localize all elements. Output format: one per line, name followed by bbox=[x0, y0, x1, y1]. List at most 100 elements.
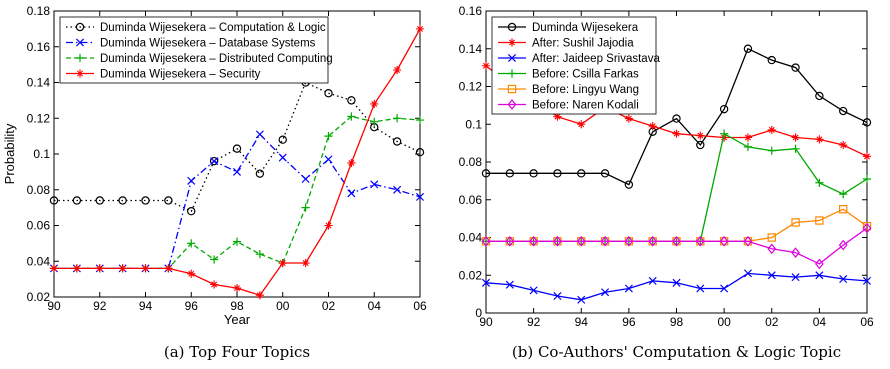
x-tick-label: 06 bbox=[413, 299, 427, 313]
data-point bbox=[838, 239, 848, 251]
y-tick-label: 0 bbox=[475, 306, 482, 320]
data-point bbox=[301, 203, 310, 212]
data-point bbox=[210, 280, 219, 289]
data-point bbox=[278, 135, 287, 144]
series-line bbox=[54, 81, 421, 213]
caption: (b) Co-Authors' Computation & Logic Topi… bbox=[512, 343, 841, 361]
x-axis-label: Year bbox=[224, 312, 251, 327]
data-point bbox=[767, 146, 776, 155]
data-point bbox=[696, 140, 705, 150]
data-point bbox=[743, 269, 752, 278]
data-point bbox=[839, 189, 848, 199]
legend-marker bbox=[507, 38, 517, 47]
data-point bbox=[672, 129, 681, 138]
data-point bbox=[719, 235, 729, 247]
data-point bbox=[210, 255, 219, 264]
data-point bbox=[392, 137, 402, 146]
data-point bbox=[49, 264, 59, 273]
data-point bbox=[324, 132, 333, 141]
legend-marker bbox=[507, 69, 517, 78]
x-tick-label: 92 bbox=[527, 315, 541, 329]
data-point bbox=[696, 131, 705, 140]
y-tick-label: 0.14 bbox=[27, 76, 51, 90]
data-point bbox=[815, 135, 824, 144]
data-point bbox=[481, 169, 491, 178]
data-point bbox=[118, 264, 127, 273]
data-point bbox=[505, 280, 514, 289]
data-point bbox=[393, 185, 402, 194]
data-point bbox=[791, 133, 800, 142]
x-tick-label: 90 bbox=[47, 299, 61, 313]
data-point bbox=[577, 120, 586, 129]
data-point bbox=[481, 61, 491, 70]
data-point bbox=[743, 44, 753, 53]
data-point bbox=[624, 114, 633, 123]
data-point bbox=[648, 235, 658, 247]
data-point bbox=[393, 65, 402, 75]
x-tick-label: 98 bbox=[670, 315, 684, 329]
legend-marker bbox=[75, 22, 85, 32]
data-point bbox=[791, 247, 800, 258]
data-point bbox=[210, 157, 219, 166]
data-point bbox=[838, 106, 848, 116]
data-point bbox=[529, 169, 538, 178]
data-point bbox=[232, 144, 242, 153]
data-point bbox=[862, 222, 872, 234]
legend-marker bbox=[75, 53, 85, 63]
data-point bbox=[672, 235, 681, 247]
data-point bbox=[529, 235, 539, 247]
data-point bbox=[370, 99, 379, 109]
data-point bbox=[505, 169, 515, 178]
legend-label: Before: Naren Kodali bbox=[532, 100, 639, 112]
data-point bbox=[672, 278, 681, 287]
legend-marker bbox=[507, 99, 517, 110]
data-point bbox=[672, 114, 681, 123]
data-point bbox=[577, 295, 586, 304]
data-point bbox=[791, 273, 800, 282]
legend-label: Duminda Wijesekera – Security bbox=[100, 69, 261, 81]
data-point bbox=[347, 96, 356, 105]
data-point bbox=[862, 276, 872, 285]
data-point bbox=[839, 140, 848, 150]
legend-marker bbox=[507, 22, 517, 32]
legend-marker bbox=[75, 69, 85, 78]
series-3 bbox=[49, 24, 425, 300]
data-point bbox=[553, 169, 562, 178]
data-point bbox=[767, 243, 777, 255]
data-point bbox=[719, 104, 729, 114]
data-point bbox=[577, 169, 586, 178]
y-axis-label: Probability bbox=[2, 123, 17, 184]
data-point bbox=[720, 129, 729, 138]
data-point bbox=[141, 264, 150, 273]
data-point bbox=[791, 63, 800, 72]
data-point bbox=[576, 235, 586, 247]
y-tick-label: 0.12 bbox=[27, 111, 51, 125]
x-tick-label: 96 bbox=[622, 315, 636, 329]
legend-box bbox=[491, 16, 657, 115]
data-point bbox=[415, 115, 425, 125]
data-point bbox=[767, 125, 776, 135]
data-point bbox=[72, 196, 82, 205]
series-5 bbox=[481, 222, 872, 270]
data-point bbox=[393, 114, 402, 123]
y-tick-label: 0.1 bbox=[33, 147, 50, 161]
data-point bbox=[324, 221, 333, 230]
legend-label: Before: Lingyu Wang bbox=[532, 84, 639, 96]
legend-label: After: Jaideep Srivastava bbox=[532, 53, 660, 65]
y-tick-label: 0.14 bbox=[459, 42, 483, 56]
y-tick-label: 0.16 bbox=[459, 4, 483, 18]
data-point bbox=[600, 169, 610, 178]
data-point bbox=[415, 148, 425, 157]
data-point bbox=[553, 291, 562, 301]
data-point bbox=[324, 89, 333, 98]
data-point bbox=[481, 278, 491, 287]
y-tick-label: 0.04 bbox=[27, 254, 51, 268]
y-tick-label: 0.1 bbox=[465, 117, 482, 131]
data-point bbox=[232, 283, 242, 293]
data-point bbox=[720, 284, 729, 293]
data-point bbox=[815, 216, 824, 225]
data-point bbox=[415, 192, 425, 201]
data-point bbox=[695, 235, 705, 247]
chart-a: 90 92 94 96 98 00 02 04 06 0.02 0.04 0.06 0.08 0.1 0.1… bbox=[2, 4, 427, 361]
data-point bbox=[743, 133, 753, 142]
